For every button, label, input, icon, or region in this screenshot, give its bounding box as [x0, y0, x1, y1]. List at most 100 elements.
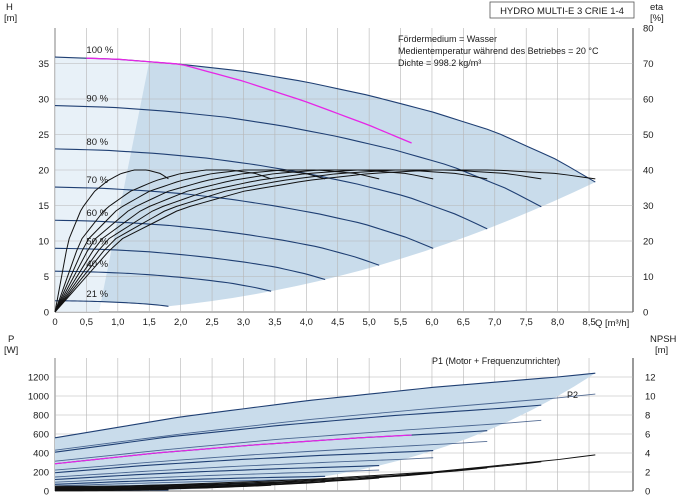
y2-axis-label-eta: eta	[650, 2, 664, 13]
x-tick-label: 2,5	[205, 317, 218, 328]
y2-tick-label: 8	[645, 411, 650, 422]
efficiency-curve	[54, 169, 434, 313]
y-axis-unit-power: [W]	[4, 345, 18, 356]
power-region	[55, 373, 596, 491]
x-tick-label: 7,5	[520, 317, 533, 328]
x-tick-label: 3,0	[237, 317, 250, 328]
speed-label: 21 %	[86, 289, 108, 300]
p2-curve	[54, 457, 434, 478]
x-tick-label: 6,5	[457, 317, 470, 328]
note-density: Dichte = 998.2 kg/m³	[398, 58, 481, 68]
chart-title: HYDRO MULTI-E 3 CRIE 1-4	[500, 6, 624, 17]
p2-curve	[54, 440, 488, 471]
series-label-p1: P1 (Motor + Frequenzumrichter)	[432, 356, 560, 366]
p2-curve	[54, 478, 326, 487]
y2-tick-label: 2	[645, 468, 650, 479]
y2-axis-label-npsh: NPSH	[650, 334, 677, 345]
x-tick-label: 3,5	[268, 317, 281, 328]
y-tick-label: 30	[38, 95, 49, 106]
npsh-curve	[55, 484, 272, 491]
npsh-curve	[55, 461, 542, 488]
x-tick-label: 7,0	[488, 317, 501, 328]
y-tick-label: 0	[44, 487, 49, 498]
x-tick-label: 4,0	[300, 317, 313, 328]
y2-tick-label: 40	[643, 166, 654, 177]
p1-curve	[54, 372, 596, 439]
p1-curve	[54, 465, 380, 481]
y2-tick-label: 6	[645, 430, 650, 441]
x-axis-label-q: Q	[595, 318, 602, 329]
x-tick-label: 2,0	[174, 317, 187, 328]
p2-curve	[54, 393, 596, 451]
y-tick-label: 25	[38, 130, 49, 141]
y-tick-label: 1200	[28, 373, 49, 384]
y-tick-label: 400	[33, 449, 49, 460]
power-npsh-panel: 0 200 400 600 800 1000 1200 0 2 4 6 8 10 12	[28, 358, 656, 498]
speed-label: 70 %	[86, 175, 108, 186]
x-tick-label: 0,5	[80, 317, 93, 328]
y-tick-label: 1000	[28, 392, 49, 403]
efficiency-curve	[54, 169, 272, 313]
npsh-curve	[55, 454, 596, 487]
y2-tick-label: 60	[643, 95, 654, 106]
highlight-power-curve	[54, 434, 412, 465]
speed-label: 60 %	[86, 208, 108, 219]
y-tick-label: 800	[33, 411, 49, 422]
y2-tick-label: 0	[643, 308, 648, 319]
note-temperature: Medientemperatur während des Betriebes =…	[398, 46, 599, 56]
y-tick-label: 35	[38, 59, 49, 70]
speed-label: 100 %	[86, 45, 113, 56]
y-tick-label: 600	[33, 430, 49, 441]
efficiency-curve	[54, 169, 169, 313]
y2-tick-label: 10	[643, 272, 654, 283]
y-axis-label-head: H	[6, 2, 13, 13]
y2-tick-label: 70	[643, 59, 654, 70]
head-curve	[54, 186, 434, 249]
x-tick-label: 8,5	[582, 317, 595, 328]
x-tick-label: 1,0	[111, 317, 124, 328]
x-tick-label: 6,0	[425, 317, 438, 328]
p2-curve	[54, 419, 542, 462]
operating-region	[55, 57, 596, 307]
x-tick-label: 5,0	[363, 317, 376, 328]
head-curve	[54, 148, 488, 230]
y-tick-label: 0	[44, 308, 49, 319]
head-curve	[54, 219, 380, 266]
x-tick-label: 1,5	[143, 317, 156, 328]
y-axis-unit-head: [m]	[4, 13, 17, 24]
x-axis-unit-q: [m³/h]	[605, 318, 629, 329]
speed-label: 80 %	[86, 137, 108, 148]
x-tick-label: 8,0	[551, 317, 564, 328]
y2-axis-unit-eta: [%]	[650, 13, 664, 24]
head-efficiency-panel: 0 0,5 1,0 1,5 2,0 2,5 3,0 3,5 4,0 4,5 5,0 5,5 6,0 6,5…	[38, 24, 653, 329]
speed-label: 90 %	[86, 94, 108, 105]
note-medium: Fördermedium = Wasser	[398, 34, 497, 44]
speed-label: 40 %	[86, 259, 108, 270]
series-label-p2: P2	[567, 390, 578, 400]
y2-tick-label: 0	[645, 487, 650, 498]
npsh-curve	[55, 472, 434, 490]
npsh-curve	[55, 467, 488, 489]
efficiency-curve	[54, 169, 542, 313]
x-tick-label: 4,5	[331, 317, 344, 328]
p2-curve	[54, 469, 380, 483]
y2-tick-label: 4	[645, 449, 650, 460]
highlight-curve	[86, 57, 412, 144]
efficiency-curve	[54, 169, 326, 313]
y-tick-label: 5	[44, 272, 49, 283]
y2-tick-label: 80	[643, 24, 654, 35]
y-tick-label: 20	[38, 166, 49, 177]
y-tick-label: 15	[38, 201, 49, 212]
y2-axis-unit-npsh: [m]	[655, 345, 668, 356]
npsh-curve	[55, 488, 169, 492]
efficiency-curve	[54, 169, 380, 313]
p1-curve	[54, 404, 542, 453]
title-box	[489, 1, 635, 19]
p1-curve	[54, 450, 434, 474]
p1-curve	[54, 475, 326, 485]
x-tick-label: 5,5	[394, 317, 407, 328]
y2-tick-label: 50	[643, 130, 654, 141]
speed-label: 50 %	[86, 236, 108, 247]
x-tick-label: 0	[52, 317, 57, 328]
